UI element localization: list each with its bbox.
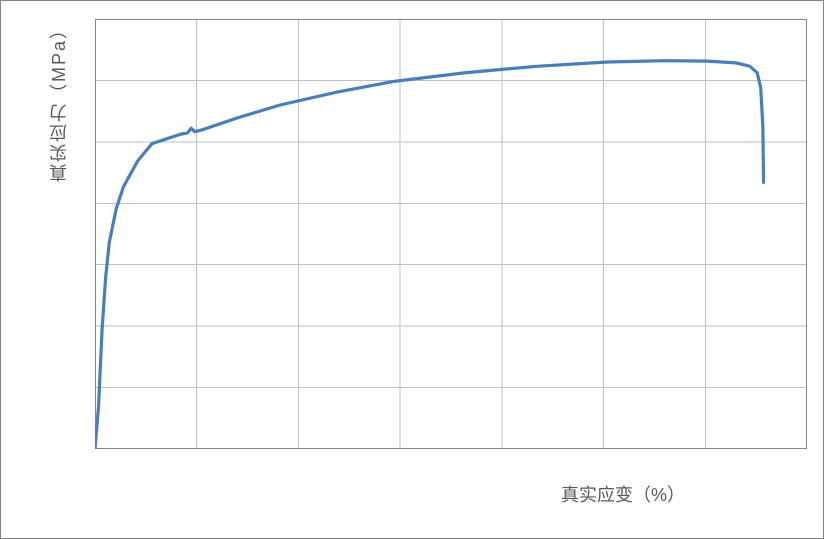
plot-area	[95, 19, 807, 449]
x-axis-label-text: 真实应变（%）	[561, 485, 685, 505]
chart-frame: 真实应力（MPa） 真实应变（%）	[0, 0, 824, 539]
y-axis-label-text: 真实应力（MPa）	[46, 19, 72, 182]
chart-svg	[95, 19, 807, 449]
y-axis-label: 真实应力（MPa）	[39, 19, 79, 199]
x-axis-label: 真实应变（%）	[561, 481, 685, 507]
